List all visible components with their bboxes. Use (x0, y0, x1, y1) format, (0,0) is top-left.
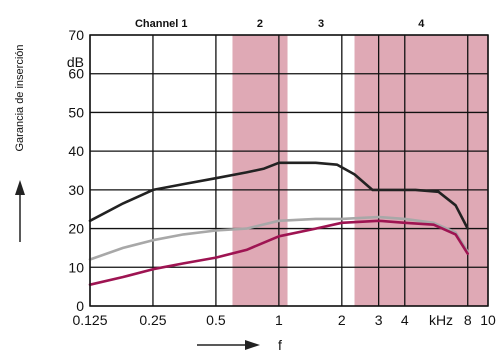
series-line-1 (88, 161, 470, 230)
x-tick-label-1: 0.25 (139, 312, 166, 328)
data-series (88, 161, 470, 287)
band-label-4: 4 (418, 18, 425, 30)
y-tick-label-0: 0 (76, 298, 84, 314)
x-tick-label-6: 4 (401, 312, 409, 328)
band-4-shade (354, 35, 488, 306)
frequency-bands (232, 35, 488, 306)
band-label-1: Channel 1 (135, 18, 188, 30)
series-line-3 (88, 219, 470, 287)
x-tick-label-3: 1 (275, 312, 283, 328)
y-axis-arrow-head (15, 180, 25, 195)
y-tick-label-7: 70 (68, 27, 84, 43)
plot-frame (89, 34, 489, 307)
y-tick-label-4: 40 (68, 143, 84, 159)
x-tick-label-2: 0.5 (206, 312, 226, 328)
band-label-3: 3 (318, 18, 324, 30)
y-tick-label-2: 20 (68, 221, 84, 237)
x-axis-arrow-head (245, 340, 260, 350)
y-unit-label: dB (67, 54, 84, 70)
x-unit-label: kHz (429, 312, 453, 328)
x-tick-label-8: 10 (480, 312, 496, 328)
band-label-2: 2 (257, 18, 263, 30)
x-axis-title: f (278, 337, 282, 353)
x-tick-label-0: 0.125 (72, 312, 107, 328)
y-tick-label-5: 50 (68, 104, 84, 120)
y-tick-label-3: 30 (68, 182, 84, 198)
x-tick-label-5: 3 (375, 312, 383, 328)
y-tick-label-1: 10 (68, 259, 84, 275)
series-line-2 (88, 215, 470, 261)
y-axis-title: Garancia de inserción (14, 44, 26, 151)
y-tick-label-6: 60 (68, 66, 84, 82)
x-tick-label-4: 2 (338, 312, 346, 328)
x-tick-label-7: 8 (464, 312, 472, 328)
